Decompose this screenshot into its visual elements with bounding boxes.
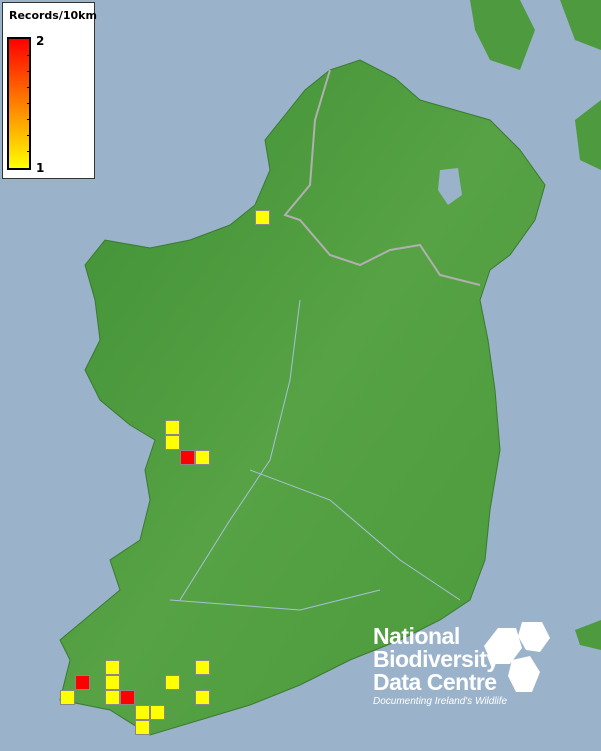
record-cell[interactable] — [105, 675, 120, 690]
legend-tick — [27, 55, 31, 56]
legend-title: Records/10km — [9, 9, 97, 22]
record-cell[interactable] — [195, 660, 210, 675]
record-cell[interactable] — [165, 420, 180, 435]
record-cell[interactable] — [165, 675, 180, 690]
ni-border — [283, 69, 481, 286]
legend-tick — [27, 71, 31, 72]
record-cell[interactable] — [60, 690, 75, 705]
rivers — [169, 299, 461, 611]
lough-neagh — [438, 168, 462, 205]
legend-tick — [27, 151, 31, 152]
legend-min-label: 1 — [36, 161, 45, 175]
record-cell[interactable] — [150, 705, 165, 720]
record-cell[interactable] — [180, 450, 195, 465]
record-cell[interactable] — [120, 690, 135, 705]
hexagon-emblem-icon — [484, 622, 550, 692]
record-cell[interactable] — [165, 435, 180, 450]
record-cell[interactable] — [75, 675, 90, 690]
record-cell[interactable] — [195, 450, 210, 465]
legend-tick — [27, 87, 31, 88]
record-cell[interactable] — [105, 690, 120, 705]
record-cell[interactable] — [195, 690, 210, 705]
record-cell[interactable] — [135, 720, 150, 735]
legend: Records/10km 2 1 — [2, 2, 97, 179]
nbdc-logo: National Biodiversity Data Centre Docume… — [373, 622, 550, 707]
record-cell[interactable] — [255, 210, 270, 225]
legend-tick — [27, 135, 31, 136]
record-cell[interactable] — [105, 660, 120, 675]
scotland-coast — [470, 0, 601, 650]
ireland-landmass — [59, 59, 546, 736]
record-cell[interactable] — [135, 705, 150, 720]
legend-max-label: 2 — [36, 34, 45, 48]
legend-tick — [27, 103, 31, 104]
legend-tick — [27, 119, 31, 120]
